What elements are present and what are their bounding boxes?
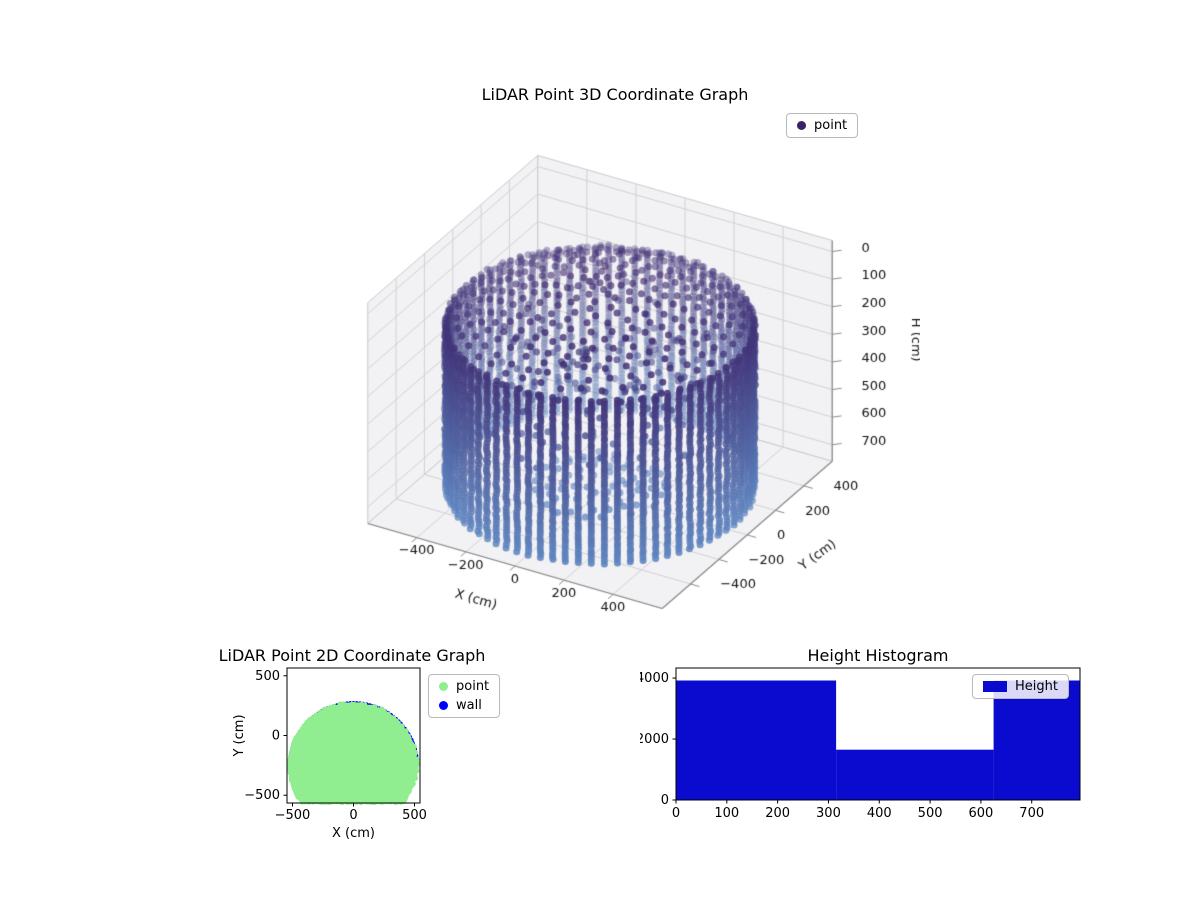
height-histogram-plot: 0 100 200 300 400 500 600 700 0 2000 4000 xyxy=(640,667,1081,821)
height-swatch-icon xyxy=(983,681,1007,692)
hist-legend: Height xyxy=(972,674,1069,699)
lidar-2d-plot: −500 0 500 −500 0 500 X (cm) Y (cm) xyxy=(232,667,427,841)
svg-text:500: 500 xyxy=(402,808,427,823)
hist-bar xyxy=(993,680,1080,800)
hist-title: Height Histogram xyxy=(807,646,949,665)
svg-text:4000: 4000 xyxy=(640,671,669,686)
point-marker-icon xyxy=(797,121,806,130)
legend-label-point: point xyxy=(814,118,848,133)
legend-label-point2d: point xyxy=(456,679,490,694)
point2d-marker-icon xyxy=(439,682,448,691)
legend-entry-wall: wall xyxy=(439,698,489,713)
svg-text:500: 500 xyxy=(255,669,280,684)
plot3d-title: LiDAR Point 3D Coordinate Graph xyxy=(481,85,749,104)
hist-bar xyxy=(676,680,837,800)
legend-entry-point: point xyxy=(797,118,847,133)
x-axis-label: X (cm) xyxy=(332,826,375,841)
y-axis-label: Y (cm) xyxy=(232,714,247,757)
lidar-point-2d xyxy=(379,706,385,712)
lidar-3d-plot-canvas xyxy=(280,130,920,650)
svg-text:100: 100 xyxy=(714,806,739,821)
svg-text:−500: −500 xyxy=(275,808,311,823)
lidar-point-2d xyxy=(372,703,378,710)
svg-text:0: 0 xyxy=(672,806,680,821)
svg-text:300: 300 xyxy=(816,806,841,821)
plot2d-legend: point wall xyxy=(428,674,501,718)
legend-entry-point2d: point xyxy=(439,679,489,694)
lidar-point-2d xyxy=(403,728,409,734)
svg-text:−500: −500 xyxy=(244,788,280,803)
legend-label-wall: wall xyxy=(456,698,482,713)
svg-text:0: 0 xyxy=(661,793,669,808)
svg-text:2000: 2000 xyxy=(640,732,669,747)
lidar-point-2d xyxy=(385,711,391,718)
plot2d-title: LiDAR Point 2D Coordinate Graph xyxy=(218,646,486,665)
wall-marker-icon xyxy=(439,701,448,710)
svg-text:0: 0 xyxy=(272,729,280,744)
svg-text:200: 200 xyxy=(765,806,790,821)
svg-text:600: 600 xyxy=(968,806,993,821)
lidar-point-2d xyxy=(362,702,368,708)
svg-text:700: 700 xyxy=(1019,806,1044,821)
lidar-point-2d xyxy=(390,715,397,721)
hist-bar xyxy=(836,749,994,800)
axes-box xyxy=(675,667,1081,801)
legend-label-height: Height xyxy=(1015,679,1058,694)
svg-text:400: 400 xyxy=(867,806,892,821)
svg-text:500: 500 xyxy=(918,806,943,821)
svg-text:0: 0 xyxy=(349,808,357,823)
lidar-point-2d xyxy=(399,723,405,729)
